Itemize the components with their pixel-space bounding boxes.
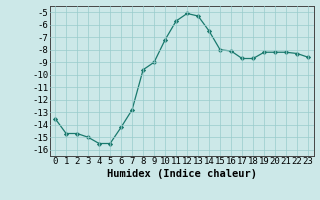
- X-axis label: Humidex (Indice chaleur): Humidex (Indice chaleur): [107, 169, 257, 179]
